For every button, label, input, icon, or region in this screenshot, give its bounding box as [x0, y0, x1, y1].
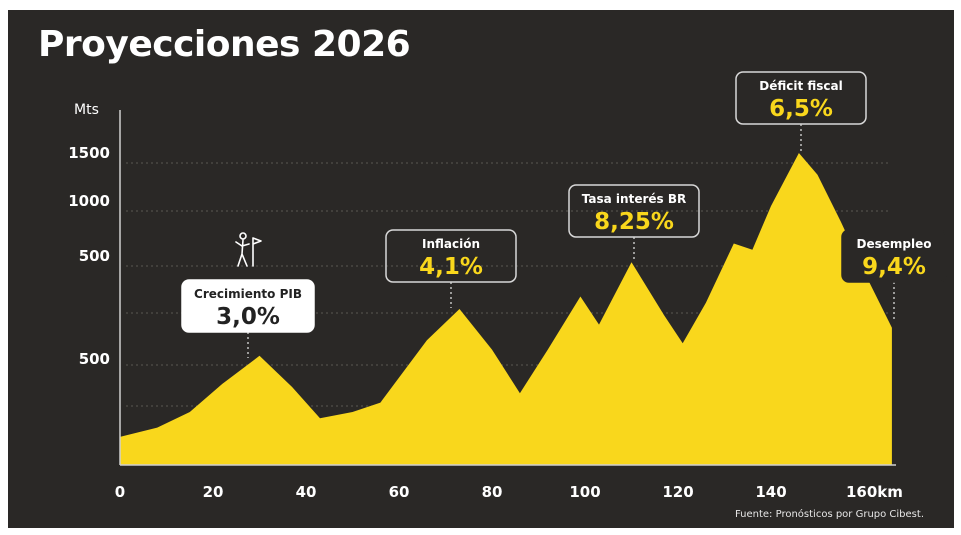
hiker-body	[235, 239, 250, 267]
annotation-label-1: Inflación	[422, 237, 480, 251]
hiker-flag	[252, 237, 262, 267]
hiker-flag-icon	[235, 232, 262, 267]
annotation-label-3: Déficit fiscal	[759, 79, 843, 93]
y-tick-label-2: 500	[79, 247, 110, 265]
annotation-box-3	[735, 71, 867, 125]
x-tick-label-5: 100	[569, 483, 600, 501]
y-tick-label-0: 1500	[68, 144, 110, 162]
annotation-value-2: 8,25%	[594, 209, 674, 235]
chart-title: Proyecciones 2026	[38, 24, 411, 65]
annotation-0: Crecimiento PIB 3,0%	[181, 279, 315, 358]
elevation-chart: Mts 1500 1000 500 500 0 20 40 60 80 100 120 140 160km…	[68, 71, 947, 501]
x-tick-label-1: 20	[203, 483, 224, 501]
x-tick-label-6: 120	[662, 483, 693, 501]
annotation-value-1: 4,1%	[419, 254, 483, 280]
annotation-value-3: 6,5%	[769, 96, 833, 122]
x-tick-label-8: 160km	[846, 483, 903, 501]
annotation-value-0: 3,0%	[216, 304, 280, 330]
annotation-box-2	[568, 184, 700, 238]
y-axis-label: Mts	[74, 102, 99, 118]
x-tick-label-7: 140	[755, 483, 786, 501]
annotation-3: Déficit fiscal 6,5%	[735, 71, 867, 153]
x-tick-label-4: 80	[482, 483, 503, 501]
annotation-2: Tasa interés BR 8,25%	[568, 184, 700, 261]
x-tick-label-0: 0	[115, 483, 125, 501]
annotation-4: Desempleo 9,4%	[841, 229, 947, 320]
x-tick-label-3: 60	[389, 483, 410, 501]
annotation-box-4	[841, 229, 947, 283]
source-note: Fuente: Pronósticos por Grupo Cibest.	[734, 509, 924, 520]
annotation-1: Inflación 4,1%	[385, 229, 517, 308]
hiker-head	[239, 232, 247, 240]
y-tick-label-1: 1000	[68, 192, 110, 210]
annotation-label-2: Tasa interés BR	[582, 192, 686, 206]
annotation-label-0: Crecimiento PIB	[194, 287, 302, 301]
annotation-label-4: Desempleo	[857, 237, 932, 251]
annotation-value-4: 9,4%	[862, 254, 926, 280]
y-tick-label-3: 500	[79, 350, 110, 368]
annotation-box-1	[385, 229, 517, 283]
annotation-box-0	[181, 279, 315, 333]
chart-panel: Mts 1500 1000 500 500 0 20 40 60 80 100 120 140 160km…	[8, 10, 954, 528]
mountain-area	[120, 153, 892, 465]
x-tick-label-2: 40	[296, 483, 317, 501]
